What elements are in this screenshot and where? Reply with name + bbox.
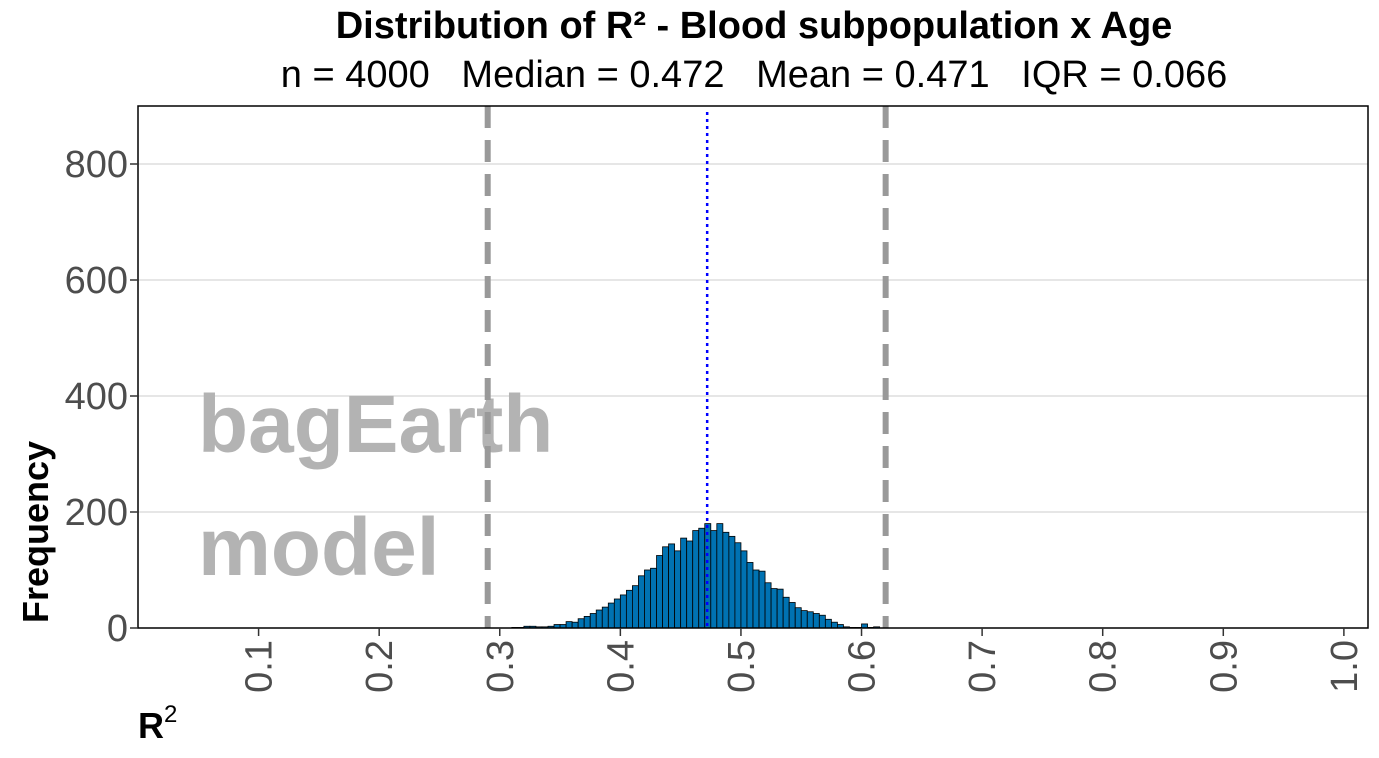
histogram-bar [565,621,573,629]
histogram-bar [716,523,724,629]
histogram-bar [613,598,621,629]
histogram-bars [511,523,881,629]
histogram-bar [644,569,651,629]
histogram-bar [818,614,826,629]
x-axis-title-base: R [138,705,164,746]
histogram-bar [776,588,784,629]
x-axis-title-superscript: 2 [164,701,177,728]
x-tick-label: 0.8 [1083,640,1125,693]
histogram-bar [650,567,657,629]
x-tick-label: 0.3 [480,640,522,693]
x-tick-label: 1.0 [1324,640,1366,693]
histogram-bar [680,537,688,629]
histogram-bar [710,530,718,629]
x-tick-label: 0.1 [239,640,281,693]
histogram-bar [800,610,808,629]
histogram-bar [668,543,676,629]
y-tick-label: 600 [65,260,128,302]
histogram-bar [788,602,796,629]
reference-lines [484,106,889,628]
histogram-bar [571,621,579,629]
x-tick-label: 0.9 [1203,640,1245,693]
histogram-bar [686,540,694,629]
histogram-bar [824,618,832,629]
plot-panel: bagEarth model [137,105,1369,629]
histogram-bar [782,596,790,629]
histogram-bar [752,569,760,629]
histogram-bar [734,542,742,629]
y-tick-label: 0 [107,608,128,650]
histogram-bar [583,616,591,629]
histogram-bar [740,550,748,629]
x-axis-title: R2 [138,701,177,746]
watermark-line-1: bagEarth [198,379,553,470]
y-tick-label: 400 [65,376,128,418]
histogram-bar [656,555,663,629]
chart-title: Distribution of R² - Blood subpopulation… [336,5,1173,47]
histogram-bar [728,535,736,629]
histogram-bar [698,527,706,629]
x-tick-label: 0.2 [359,640,401,693]
histogram-bar [674,550,682,629]
histogram-bar [607,602,615,629]
panel-border [137,105,1369,629]
histogram-bar [638,575,645,629]
histogram-bar [662,546,669,629]
watermark: bagEarth model [198,379,553,593]
histogram-bar [758,570,766,629]
histogram-bar [794,607,802,629]
x-tick-label: 0.4 [600,640,642,693]
histogram-bar [806,611,814,629]
y-axis-title: Frequency [15,441,56,623]
histogram-bar [722,531,730,629]
grid-lines [138,163,1368,513]
histogram-bar [764,582,772,629]
y-tick-label: 800 [65,144,128,186]
histogram-bar [812,613,820,629]
x-axis: 0.1 0.2 0.3 0.4 0.5 0.6 0.7 0.8 0.9 1.0 [239,628,1366,693]
histogram-bar [692,530,700,629]
histogram-bar [619,594,627,629]
histogram-bar [595,609,603,629]
histogram-bar [601,606,609,629]
histogram-bar [577,618,585,629]
chart-subtitle: n = 4000 Median = 0.472 Mean = 0.471 IQR… [281,54,1227,96]
x-tick-label: 0.7 [962,640,1004,693]
y-axis: 0 200 400 600 800 [65,144,138,650]
histogram-bar [625,589,633,629]
histogram-bar [632,585,639,629]
x-tick-label: 0.5 [721,640,763,693]
watermark-line-2: model [198,502,439,593]
histogram-bar [746,562,754,629]
x-tick-label: 0.6 [842,640,884,693]
y-tick-label: 200 [65,492,128,534]
histogram-bar [770,588,778,629]
histogram-bar [589,613,597,629]
histogram-bar [830,621,838,629]
